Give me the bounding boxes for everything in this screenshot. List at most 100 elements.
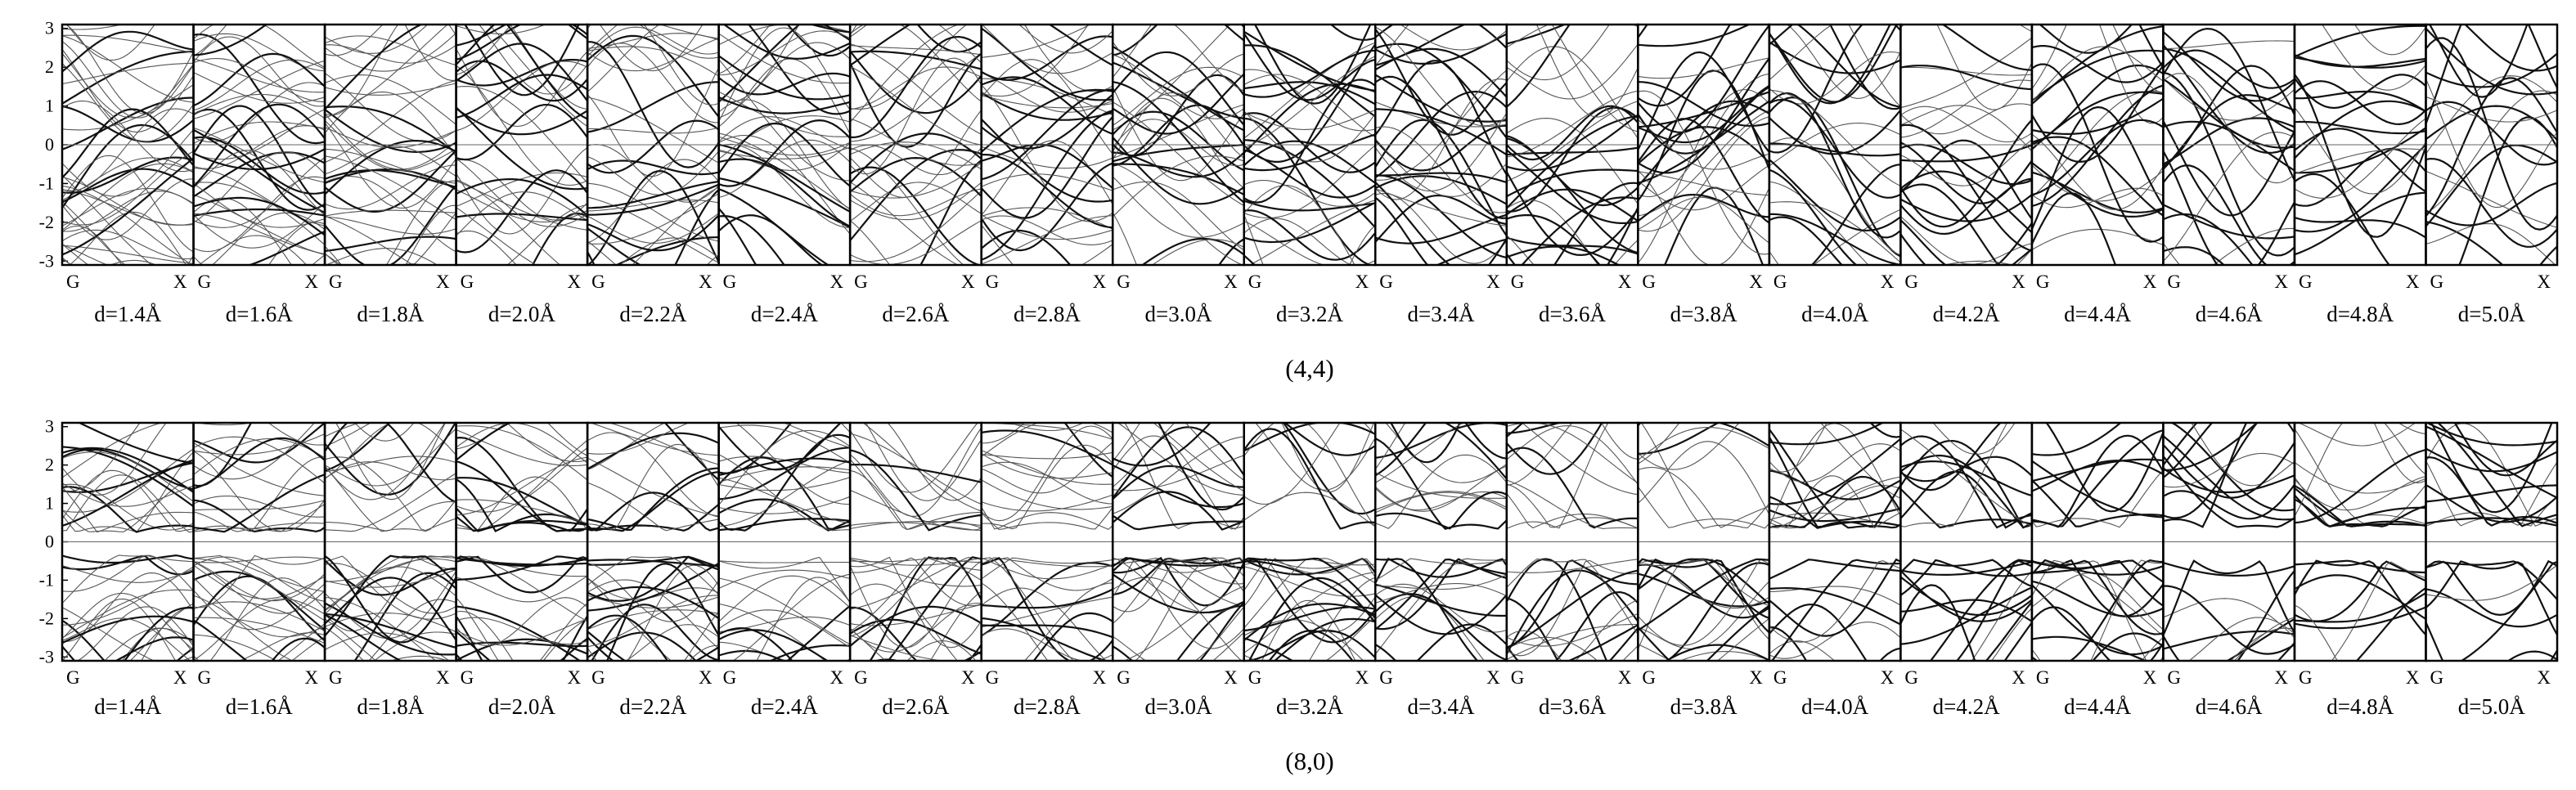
band-line — [2294, 487, 2426, 527]
band-line — [1243, 49, 1376, 98]
band-line — [850, 423, 978, 493]
band-panel: G Xd=4.6Å — [2162, 421, 2296, 719]
band-line — [456, 406, 588, 420]
band-line — [1282, 423, 1376, 515]
band-line — [62, 566, 194, 626]
band-line — [2163, 456, 2295, 528]
band-line — [1506, 425, 1639, 485]
band-line — [1243, 492, 1376, 527]
band-line — [850, 557, 982, 607]
band-line — [1769, 429, 1901, 529]
band-line — [981, 215, 1113, 245]
band-line — [2031, 559, 2164, 583]
band-line — [325, 473, 456, 532]
band-line — [62, 619, 106, 661]
panel-d-label: d=3.0Å — [1144, 694, 1212, 719]
band-line — [1716, 617, 1769, 661]
band-line — [981, 146, 1113, 169]
k-point-label-g: G — [1774, 667, 1787, 688]
band-line — [2163, 213, 2254, 265]
band-line — [1113, 212, 1138, 265]
panel-d-label: d=5.0Å — [2458, 694, 2525, 719]
band-line — [587, 25, 618, 52]
band-line — [2163, 484, 2295, 520]
band-line — [456, 499, 588, 524]
band-line — [718, 27, 851, 123]
band-line — [2163, 27, 2295, 181]
band-line — [1848, 25, 1901, 107]
band-line — [2031, 105, 2164, 230]
band-line — [325, 176, 456, 253]
band-line — [1638, 119, 1769, 170]
band-line — [2294, 448, 2426, 524]
panel-d-label: d=1.6Å — [226, 694, 293, 719]
band-line — [850, 557, 982, 637]
band-line — [2163, 94, 2295, 170]
band-line — [109, 259, 157, 265]
band-panel: G Xd=2.4Å — [717, 23, 852, 326]
band-line — [1400, 25, 1507, 51]
band-line — [325, 139, 456, 195]
band-line — [587, 555, 719, 602]
band-line — [456, 107, 588, 136]
band-line — [1829, 25, 1901, 110]
panel-d-label: d=2.6Å — [882, 302, 949, 326]
band-line — [1769, 213, 1901, 265]
band-line — [1375, 192, 1507, 264]
band-line — [632, 186, 719, 265]
band-line — [718, 560, 851, 563]
band-line — [718, 626, 793, 661]
band-line — [1638, 57, 1769, 174]
band-line — [2331, 561, 2426, 661]
band-line — [587, 25, 660, 92]
band-line — [718, 115, 851, 160]
band-line — [1638, 126, 1769, 165]
band-line — [1900, 144, 2032, 163]
band-line — [1113, 423, 1212, 467]
band-line — [1769, 586, 1901, 606]
band-line — [2031, 45, 2164, 83]
band-line — [325, 596, 437, 661]
band-line — [2294, 217, 2426, 239]
k-point-label-g: G — [1117, 272, 1131, 292]
k-point-label-g: G — [591, 272, 605, 292]
band-line — [1243, 56, 1376, 149]
band-line — [193, 583, 326, 631]
band-line — [587, 470, 719, 532]
band-line — [1506, 493, 1639, 529]
band-line — [850, 459, 982, 531]
band-line — [456, 103, 588, 161]
band-line — [587, 227, 642, 265]
band-line — [1638, 91, 1769, 128]
band-line — [62, 448, 194, 513]
band-line — [62, 469, 194, 532]
band-line — [1638, 196, 1769, 244]
band-line — [211, 212, 326, 265]
band-line — [1769, 98, 1901, 199]
band-line — [193, 423, 316, 480]
band-line — [587, 423, 667, 471]
band-line — [62, 593, 194, 650]
band-line — [1900, 456, 2032, 483]
band-line — [1971, 570, 2032, 661]
band-line — [2294, 25, 2296, 26]
k-point-label-x: X — [2143, 667, 2157, 688]
band-line — [62, 129, 194, 197]
band-line — [194, 360, 326, 408]
band-line — [1506, 613, 1639, 647]
band-line — [587, 213, 719, 244]
band-line — [456, 179, 561, 265]
band-line — [1243, 185, 1355, 265]
band-line — [1243, 81, 1376, 105]
band-line — [193, 127, 326, 183]
band-line — [981, 116, 1113, 219]
band-line — [1243, 559, 1376, 618]
band-line — [325, 456, 456, 532]
band-line — [1375, 583, 1507, 604]
band-line — [2425, 90, 2557, 214]
band-line — [1506, 423, 1573, 487]
band-line — [850, 182, 982, 222]
band-line — [456, 597, 499, 661]
band-line — [1113, 81, 1244, 204]
k-point-label-x: X — [1093, 272, 1107, 292]
